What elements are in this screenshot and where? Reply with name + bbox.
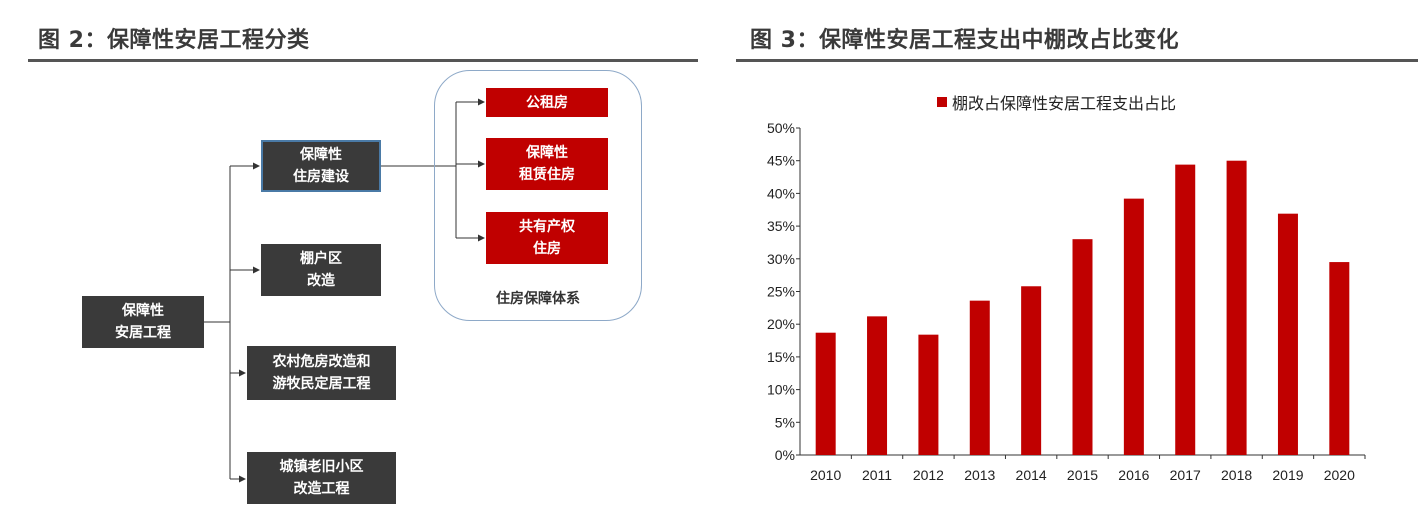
bar-2017 [1175, 164, 1196, 455]
y-tick-label: 0% [775, 447, 795, 463]
bar-2016 [1123, 198, 1144, 455]
title-rule [736, 59, 1418, 62]
y-tick-label: 10% [767, 382, 795, 398]
y-tick-label: 35% [767, 218, 795, 234]
y-tick-label: 45% [767, 153, 795, 169]
node-affordable-housing-construction: 保障性 住房建设 [261, 140, 381, 192]
bar-2015 [1072, 239, 1093, 455]
y-tick-label: 50% [767, 120, 795, 136]
bar-2018 [1226, 160, 1247, 455]
y-tick-label: 15% [767, 349, 795, 365]
node-shantytown-renovation: 棚户区 改造 [261, 244, 381, 296]
root-node-affordable-housing-project: 保障性 安居工程 [82, 296, 204, 348]
right-panel: 图 3：保障性安居工程支出中棚改占比变化 棚改占保障性安居工程支出占比 0% 5%… [730, 0, 1419, 508]
node-rural-dilapidated-housing: 农村危房改造和 游牧民定居工程 [247, 346, 396, 400]
y-tick-label: 20% [767, 316, 795, 332]
housing-security-system-label: 住房保障体系 [496, 291, 580, 307]
legend-swatch [937, 97, 947, 107]
x-tick-label: 2016 [1118, 467, 1149, 483]
bar-2012 [918, 334, 939, 455]
classification-diagram: 保障性 安居工程 保障性 住房建设 棚户区 改造 农村危房改造和 游牧民定居工程… [82, 70, 642, 504]
bar-2013 [969, 300, 990, 455]
x-tick-label: 2017 [1170, 467, 1201, 483]
legend-label: 棚改占保障性安居工程支出占比 [952, 94, 1177, 113]
title-rule [28, 59, 698, 62]
node-affordable-rental-housing: 保障性 租赁住房 [486, 138, 608, 190]
x-tick-label: 2012 [913, 467, 944, 483]
node-old-urban-community-renovation: 城镇老旧小区 改造工程 [247, 452, 396, 504]
bar-2020 [1329, 262, 1350, 455]
y-tick-label: 5% [775, 414, 795, 430]
x-tick-label: 2014 [1016, 467, 1047, 483]
y-tick-label: 40% [767, 185, 795, 201]
x-tick-label: 2019 [1272, 467, 1303, 483]
bar-2010 [815, 332, 836, 455]
node-public-rental-housing: 公租房 [486, 88, 608, 117]
housing-security-system-box [434, 70, 642, 321]
y-tick-label: 30% [767, 251, 795, 267]
connector-lines [204, 98, 485, 483]
bar-2019 [1277, 213, 1298, 455]
shantytown-share-bar-chart: 0% 5% 10% 15% 20% 25% 30% 35% 40% 45% 50% 2010 2011 2… [767, 120, 1366, 483]
x-tick-label: 2013 [964, 467, 995, 483]
left-panel: 图 2：保障性安居工程分类 [28, 28, 698, 504]
x-tick-label: 2010 [810, 467, 841, 483]
x-tick-label: 2020 [1324, 467, 1355, 483]
bar-2014 [1021, 286, 1042, 455]
chart-legend: 棚改占保障性安居工程支出占比 [937, 90, 1176, 114]
x-tick-label: 2015 [1067, 467, 1098, 483]
y-tick-label: 25% [767, 284, 795, 300]
node-shared-ownership-housing: 共有产权 住房 [486, 212, 608, 264]
figure-2-title: 图 2：保障性安居工程分类 [38, 28, 310, 53]
x-tick-label: 2018 [1221, 467, 1252, 483]
bar-2011 [867, 316, 888, 455]
x-tick-label: 2011 [862, 467, 892, 483]
figure-3-title: 图 3：保障性安居工程支出中棚改占比变化 [750, 28, 1179, 53]
